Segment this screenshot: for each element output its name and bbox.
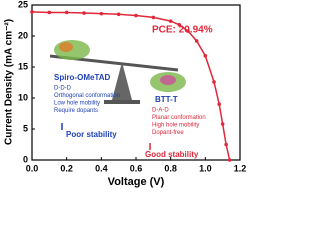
right-verdict: Good stability	[145, 150, 199, 159]
y-tick-label: 15	[18, 61, 28, 71]
x-tick-label: 0.4	[95, 163, 108, 173]
y-tick-label: 10	[18, 92, 28, 102]
point	[186, 29, 190, 33]
x-tick-label: 1.0	[199, 163, 212, 173]
curve	[31, 11, 231, 161]
bullet-point: Orthogonal conformation	[54, 93, 120, 99]
y-tick-label: 20	[18, 30, 28, 40]
y-axis-label: Current Density (mA cm⁻²)	[4, 19, 15, 145]
bullet-point: D-A-D	[152, 108, 169, 114]
bullet-point: Low hole mobility	[54, 101, 100, 107]
point	[224, 142, 228, 147]
point	[64, 10, 69, 15]
x-axis-label: Voltage (V)	[108, 176, 165, 188]
bullet-point: Require dopants	[54, 108, 98, 114]
x-tick-label: 0.0	[26, 163, 39, 173]
point	[177, 23, 182, 27]
point	[99, 11, 104, 16]
y-tick-label: 5	[23, 123, 28, 133]
balance	[49, 40, 186, 150]
point	[47, 10, 52, 15]
point	[30, 10, 34, 14]
bullet-point: D-D-D	[54, 86, 72, 92]
x-tick-label: 0.2	[60, 163, 73, 173]
y-tick-label: 25	[18, 0, 28, 9]
pce-label: PCE: 20.94%	[152, 25, 213, 36]
point	[217, 102, 221, 106]
bullet-point: Dopant-free	[152, 130, 184, 136]
point	[151, 15, 156, 20]
point	[227, 158, 232, 162]
chart: Voltage (V) Current Density (mA cm⁻²) PC…	[4, 0, 247, 188]
left-name: Spiro-OMeTAD	[54, 73, 111, 82]
point	[203, 54, 208, 58]
bullet-point: High hole mobility	[152, 123, 199, 129]
right-name: BTT-T	[155, 95, 178, 104]
point	[134, 13, 138, 18]
y-tick-label: 0	[23, 154, 28, 164]
point	[82, 11, 86, 15]
point	[168, 19, 173, 23]
point	[220, 122, 225, 126]
x-tick-label: 0.8	[164, 163, 177, 173]
point	[116, 12, 121, 17]
x-tick-label: 1.2	[234, 163, 247, 173]
x-tick-label: 0.6	[130, 163, 143, 173]
point	[194, 39, 199, 43]
left-verdict: Poor stability	[66, 130, 117, 139]
point	[212, 80, 216, 84]
bullet-point: Planar conformation	[152, 115, 206, 121]
